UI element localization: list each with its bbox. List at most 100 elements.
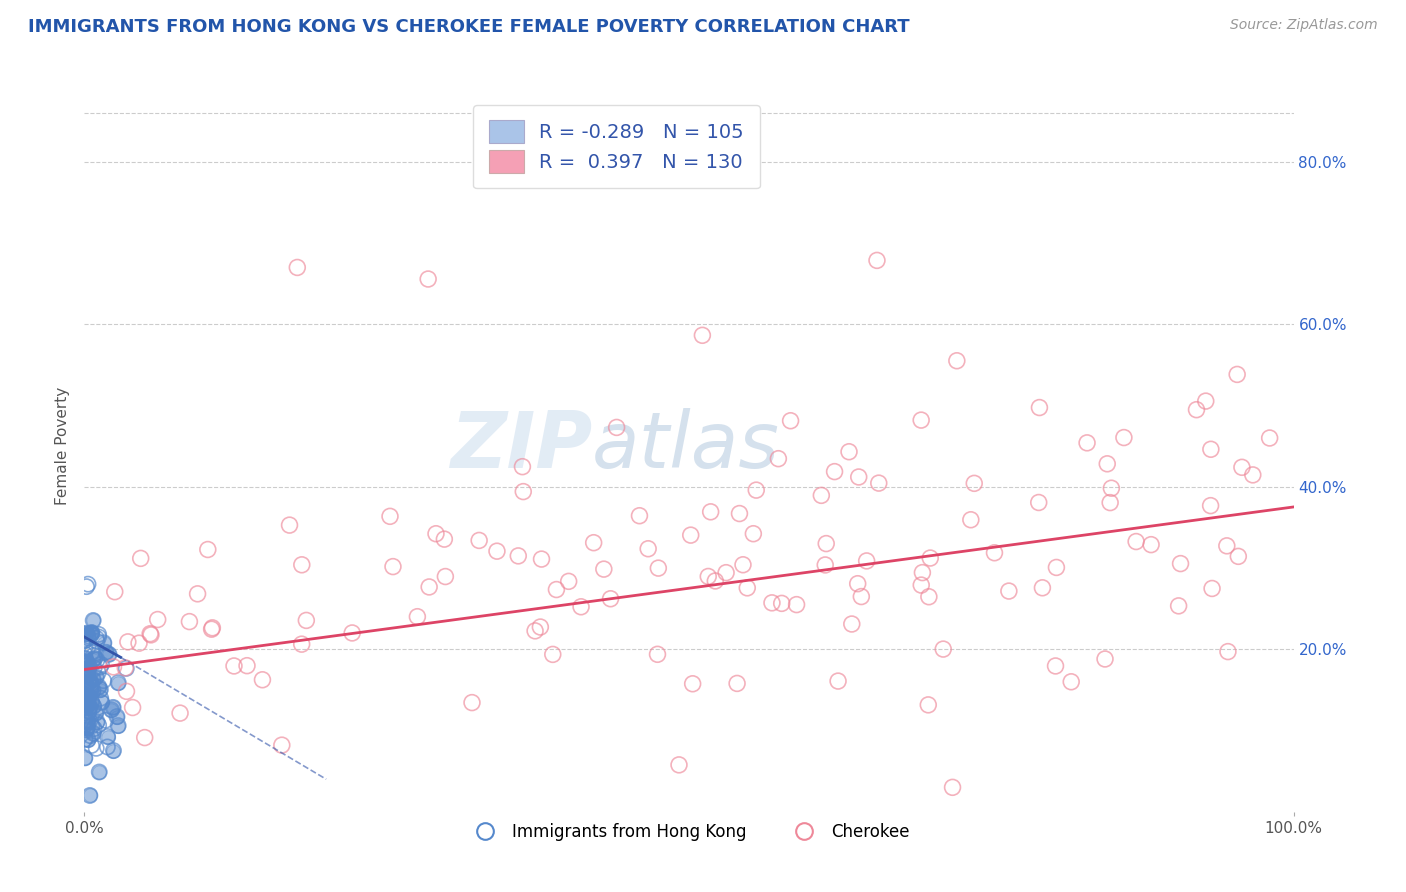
Point	[104, 584, 127, 599]
Point	[76, 580, 98, 594]
Point	[295, 614, 318, 628]
Point	[187, 587, 209, 601]
Point	[838, 444, 860, 458]
Point	[770, 596, 793, 610]
Point	[697, 569, 720, 583]
Point	[77, 690, 100, 704]
Point	[84, 670, 107, 684]
Point	[418, 580, 440, 594]
Point	[103, 743, 125, 757]
Point	[103, 743, 125, 757]
Point	[76, 664, 98, 678]
Point	[679, 528, 702, 542]
Point	[647, 648, 669, 662]
Point	[73, 651, 96, 665]
Point	[86, 632, 108, 646]
Point	[84, 741, 107, 756]
Point	[83, 648, 105, 663]
Point	[76, 656, 98, 670]
Point	[606, 420, 628, 434]
Point	[77, 705, 100, 719]
Point	[1241, 467, 1264, 482]
Point	[80, 739, 103, 753]
Point	[910, 578, 932, 592]
Point	[87, 627, 110, 641]
Point	[75, 692, 97, 706]
Point	[75, 669, 97, 683]
Point	[814, 558, 837, 572]
Point	[80, 626, 103, 640]
Point	[107, 675, 129, 690]
Point	[779, 414, 801, 428]
Point	[80, 625, 103, 640]
Point	[80, 695, 103, 709]
Point	[75, 651, 97, 665]
Point	[76, 664, 98, 678]
Point	[86, 653, 108, 667]
Point	[77, 690, 100, 704]
Point	[75, 695, 97, 709]
Point	[1140, 538, 1163, 552]
Point	[378, 509, 401, 524]
Point	[107, 718, 129, 732]
Point	[75, 669, 97, 683]
Point	[76, 698, 98, 712]
Point	[236, 658, 259, 673]
Text: atlas: atlas	[592, 408, 780, 484]
Point	[75, 693, 97, 707]
Point	[75, 693, 97, 707]
Point	[73, 751, 96, 765]
Point	[512, 459, 534, 474]
Point	[745, 483, 768, 497]
Point	[1195, 394, 1218, 409]
Point	[82, 726, 104, 740]
Point	[75, 718, 97, 732]
Point	[699, 505, 721, 519]
Point	[1185, 402, 1208, 417]
Point	[87, 665, 110, 680]
Point	[582, 535, 605, 549]
Point	[1060, 674, 1083, 689]
Point	[77, 629, 100, 643]
Point	[75, 698, 97, 712]
Point	[529, 620, 551, 634]
Point	[1045, 560, 1067, 574]
Point	[82, 614, 104, 628]
Point	[920, 551, 942, 566]
Point	[692, 328, 714, 343]
Point	[761, 596, 783, 610]
Point	[98, 648, 121, 662]
Point	[73, 696, 96, 710]
Point	[637, 541, 659, 556]
Point	[918, 590, 941, 604]
Point	[731, 558, 754, 572]
Point	[114, 661, 136, 675]
Point	[96, 739, 118, 754]
Point	[406, 609, 429, 624]
Point	[599, 591, 621, 606]
Point	[1230, 460, 1253, 475]
Point	[82, 726, 104, 740]
Point	[79, 789, 101, 803]
Point	[73, 662, 96, 676]
Point	[1201, 582, 1223, 596]
Point	[1097, 457, 1119, 471]
Point	[103, 660, 125, 674]
Point	[1226, 368, 1249, 382]
Point	[1216, 645, 1239, 659]
Point	[97, 730, 120, 744]
Point	[998, 584, 1021, 599]
Point	[946, 353, 969, 368]
Point	[169, 706, 191, 720]
Point	[546, 582, 568, 597]
Point	[1170, 557, 1192, 571]
Point	[841, 617, 863, 632]
Point	[270, 738, 292, 752]
Point	[105, 709, 128, 723]
Point	[75, 723, 97, 738]
Point	[77, 732, 100, 747]
Point	[115, 684, 138, 698]
Point	[83, 698, 105, 713]
Point	[100, 703, 122, 717]
Point	[80, 679, 103, 693]
